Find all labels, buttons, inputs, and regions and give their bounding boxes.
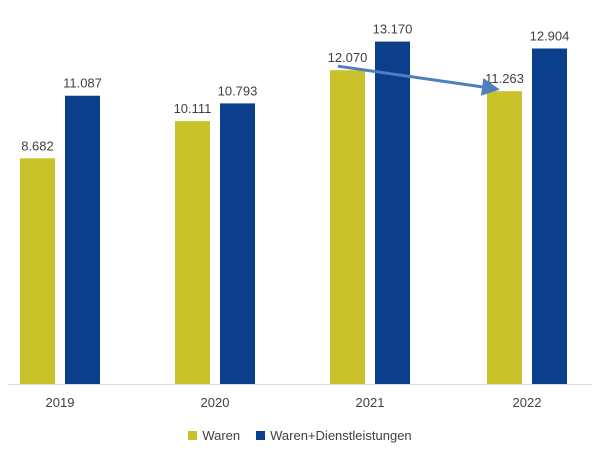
bar-waren-2020 — [175, 121, 210, 384]
bar-waren-dienstleistungen-2019 — [65, 95, 100, 384]
x-tick-label: 2022 — [513, 395, 542, 410]
data-label: 8.682 — [21, 138, 54, 153]
x-tick-label: 2021 — [356, 395, 385, 410]
bar-chart: 8.682 11.087 10.111 10.793 12.070 13.170 11.26… — [8, 22, 592, 410]
data-label: 10.793 — [218, 83, 258, 98]
bar-waren-2019 — [20, 158, 55, 384]
x-tick-label: 2020 — [201, 395, 230, 410]
labels-group: 8.682 11.087 10.111 10.793 12.070 13.170 11.26… — [21, 22, 569, 154]
legend-swatch-waren-dienstleistungen — [256, 431, 266, 440]
legend-item-waren-dienstleistungen: Waren+Dienstleistungen — [256, 428, 412, 443]
data-label: 12.070 — [328, 50, 368, 65]
annotation-group — [337, 64, 500, 96]
legend-swatch-waren — [188, 431, 198, 440]
data-label: 12.904 — [530, 28, 570, 43]
data-label: 11.263 — [485, 71, 524, 86]
bar-waren-dienstleistungen-2021 — [375, 41, 410, 384]
legend-label-waren-dienstleistungen: Waren+Dienstleistungen — [270, 428, 412, 443]
bar-waren-2022 — [487, 91, 522, 385]
x-ticks-group: 2019 2020 2021 2022 — [46, 395, 542, 410]
legend-label-waren: Waren — [202, 428, 241, 443]
bars-group — [20, 41, 567, 385]
legend: Waren Waren+Dienstleistungen — [0, 428, 600, 443]
legend-item-waren: Waren — [188, 428, 240, 443]
data-label: 11.087 — [63, 76, 102, 91]
data-label: 13.170 — [373, 22, 413, 37]
data-label: 10.111 — [174, 101, 212, 116]
bar-waren-dienstleistungen-2020 — [220, 103, 255, 384]
x-tick-label: 2019 — [46, 395, 75, 410]
bar-waren-2021 — [330, 70, 365, 385]
trend-arrow — [337, 64, 500, 96]
bar-waren-dienstleistungen-2022 — [532, 48, 567, 384]
